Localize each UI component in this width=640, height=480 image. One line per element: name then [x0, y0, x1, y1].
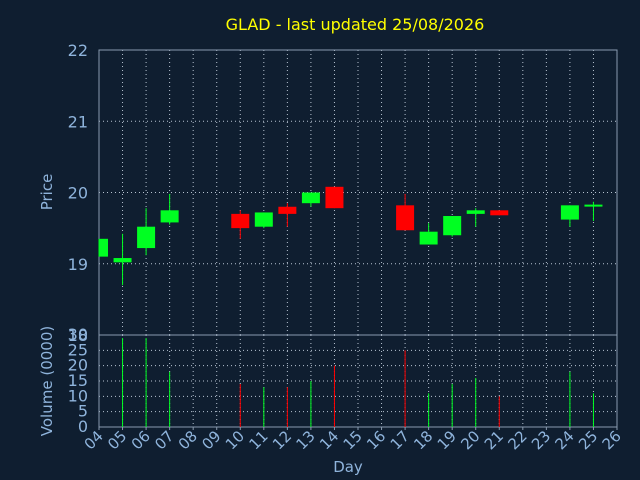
- candle-body: [137, 226, 156, 249]
- candle-10: [231, 210, 250, 239]
- x-axis-label: Day: [333, 458, 363, 476]
- candle-body: [490, 210, 509, 216]
- candle-25: [584, 201, 603, 221]
- candle-body: [419, 231, 438, 245]
- volume-tick-label: 10: [68, 386, 88, 405]
- candle-body: [113, 258, 132, 263]
- candle-body: [584, 204, 603, 207]
- volume-tick-label: 5: [78, 402, 88, 421]
- candle-body: [160, 210, 179, 223]
- candle-11: [254, 212, 273, 229]
- day-tick-label: 14: [316, 427, 342, 453]
- day-tick-label: 15: [340, 427, 366, 453]
- day-tick-label: 18: [410, 427, 436, 453]
- candle-body: [466, 210, 485, 214]
- candle-body: [560, 205, 579, 220]
- volume-tick-label: 30: [68, 325, 88, 344]
- chart-title: GLAD - last updated 25/08/2026: [226, 15, 485, 34]
- day-tick-label: 21: [481, 427, 507, 453]
- candle-body: [396, 205, 415, 231]
- grid-lines: [99, 50, 617, 427]
- candle-24: [560, 205, 579, 227]
- day-tick-label: 24: [552, 427, 578, 453]
- candle-body: [99, 238, 108, 257]
- candle-19: [443, 216, 462, 237]
- candle-20: [466, 208, 485, 227]
- candle-17: [396, 193, 415, 231]
- price-tick-label: 22: [68, 41, 88, 60]
- volume-tick-label: 15: [68, 371, 88, 390]
- candle-06: [137, 208, 156, 256]
- candle-05: [113, 233, 132, 286]
- volume-tick-label: 25: [68, 340, 88, 359]
- candle-12: [278, 203, 297, 227]
- day-tick-label: 08: [175, 427, 201, 453]
- day-tick-label: 10: [222, 427, 248, 453]
- volume-bars: [122, 338, 594, 427]
- candle-07: [160, 193, 179, 225]
- day-tick-label: 12: [269, 427, 295, 453]
- day-tick-label: 11: [245, 427, 271, 453]
- candle-21: [490, 210, 509, 216]
- day-tick-label: 07: [151, 427, 177, 453]
- candles: [98, 186, 603, 286]
- candle-body: [301, 192, 320, 204]
- candle-04: [98, 238, 108, 257]
- day-tick-label: 16: [363, 427, 389, 453]
- price-tick-label: 21: [68, 112, 88, 131]
- day-tick-label: 25: [575, 427, 601, 453]
- volume-axis-label: Volume (0000): [38, 326, 56, 436]
- day-tick-label: 19: [434, 427, 460, 453]
- day-tick-label: 17: [387, 427, 413, 453]
- candle-body: [325, 186, 344, 209]
- volume-tick-label: 0: [78, 417, 88, 436]
- price-tick-label: 18: [68, 326, 88, 345]
- price-tick-label: 20: [68, 184, 88, 203]
- candle-body: [231, 213, 250, 229]
- day-tick-label: 06: [128, 427, 154, 453]
- day-tick-label: 23: [528, 427, 554, 453]
- day-tick-labels: 0405060708091011121314151617181920212223…: [81, 427, 625, 453]
- candle-body: [254, 212, 273, 227]
- candle-14: [325, 186, 344, 209]
- volume-tick-label: 20: [68, 356, 88, 375]
- candle-13: [301, 192, 320, 207]
- price-tick-labels: 18 19 20 21 22: [68, 41, 88, 345]
- price-tick-label: 19: [68, 255, 88, 274]
- candle-18: [419, 223, 438, 245]
- day-tick-label: 20: [457, 427, 483, 453]
- day-tick-label: 26: [599, 427, 625, 453]
- candle-body: [278, 206, 297, 214]
- day-tick-label: 22: [504, 427, 530, 453]
- day-tick-label: 09: [198, 427, 224, 453]
- candle-body: [443, 216, 462, 236]
- day-tick-label: 13: [293, 427, 319, 453]
- day-tick-label: 05: [104, 427, 130, 453]
- price-axis-label: Price: [38, 174, 56, 211]
